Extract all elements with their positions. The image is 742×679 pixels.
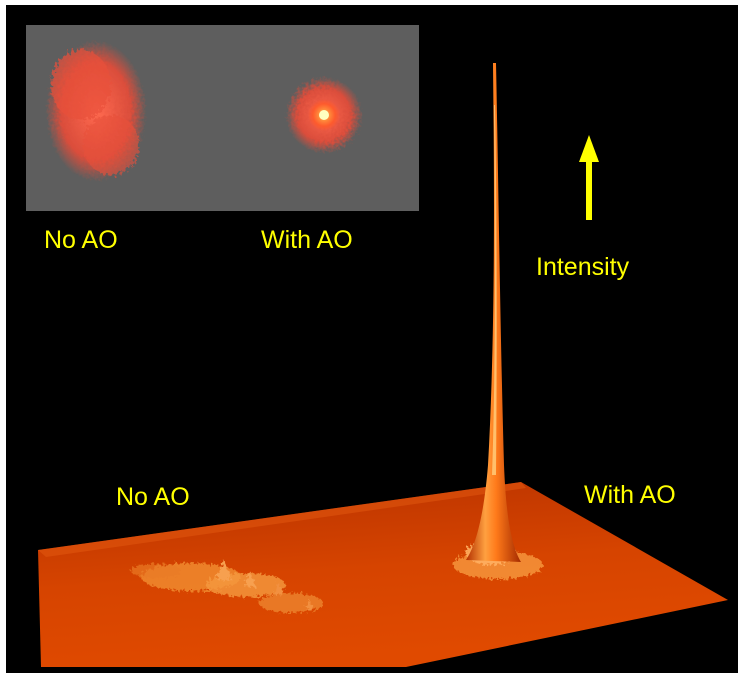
surface-no-ao-label: No AO — [116, 483, 190, 511]
figure-frame: No AO With AO Intensity No AO With AO — [6, 5, 738, 673]
inset-no-ao-blob — [46, 41, 146, 181]
inset-no-ao-label: No AO — [44, 226, 118, 254]
intensity-label: Intensity — [536, 253, 630, 281]
with-ao-peak-highlight — [492, 105, 497, 475]
surface-with-ao-label: With AO — [584, 481, 676, 509]
inset-with-ao-blob — [286, 77, 362, 153]
inset-with-ao-label: With AO — [261, 226, 353, 254]
psf-comparison-scene — [26, 25, 728, 667]
surface-plane-highlight — [38, 482, 526, 557]
intensity-arrow-icon — [579, 135, 599, 220]
with-ao-peak-spike — [466, 63, 521, 562]
no-ao-surface-bumps — [131, 560, 323, 613]
